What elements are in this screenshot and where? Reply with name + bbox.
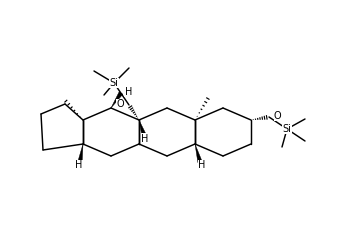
Polygon shape [195, 144, 202, 163]
Polygon shape [139, 120, 146, 136]
Text: H: H [141, 133, 149, 144]
Text: H: H [198, 161, 206, 171]
Text: Si: Si [109, 78, 118, 88]
Polygon shape [111, 92, 123, 108]
Text: Si: Si [282, 124, 291, 134]
Polygon shape [78, 144, 83, 162]
Text: H: H [75, 161, 83, 171]
Text: O: O [274, 111, 282, 121]
Text: H: H [125, 87, 132, 97]
Text: O: O [116, 99, 124, 109]
